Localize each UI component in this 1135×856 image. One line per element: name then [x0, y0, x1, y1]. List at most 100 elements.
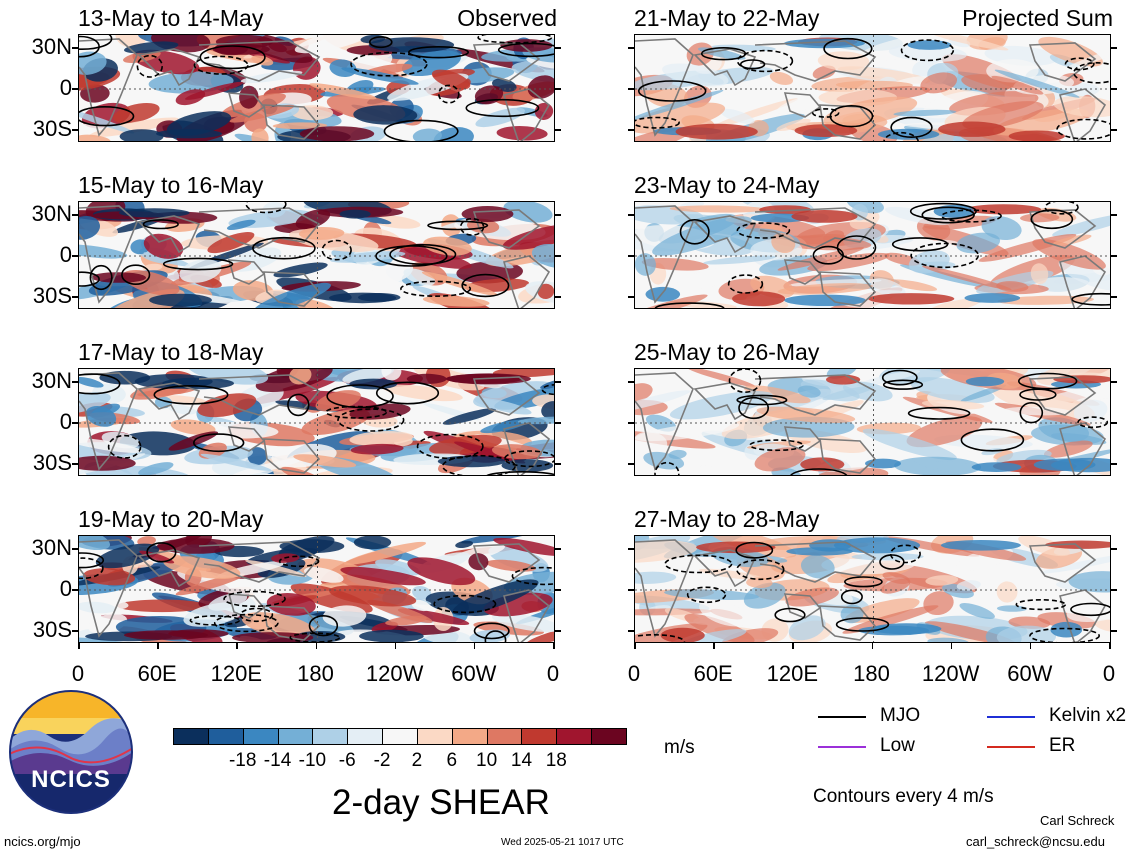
- colorbar-swatch-5: [347, 728, 384, 745]
- map-panel-0-0: [78, 34, 555, 142]
- y-tick-right-0-2-0: [555, 381, 561, 383]
- y-tick-right-0-2-2: [555, 463, 561, 465]
- legend-line-0: [818, 716, 866, 718]
- units-label: m/s: [664, 737, 695, 758]
- y-tick-label-0-0-0: 30N: [31, 34, 72, 59]
- footer-site: ncics.org/mjo: [4, 834, 81, 849]
- y-tick-right-0-0-0: [555, 47, 561, 49]
- legend-line-3: [987, 746, 1035, 748]
- y-tick-right-1-1-2: [1111, 296, 1117, 298]
- map-panel-1-1: [634, 201, 1111, 309]
- legend-label-0: MJO: [880, 705, 921, 726]
- map-panel-0-1: [78, 201, 555, 309]
- colorbar-label-3: -6: [338, 750, 356, 771]
- colorbar-label-2: -10: [298, 750, 327, 771]
- y-tick-1-0-2: [628, 129, 634, 131]
- x-tick-0-0: [78, 643, 80, 649]
- y-tick-1-3-2: [628, 630, 634, 632]
- y-tick-0-1-1: [72, 255, 78, 257]
- y-tick-0-0-0: [72, 47, 78, 49]
- panel-title-0-3: 19-May to 20-May: [78, 506, 264, 532]
- x-tick-label-0-3: 180: [297, 661, 334, 686]
- x-tick-0-3: [315, 643, 317, 649]
- colorbar-label-7: 10: [476, 750, 498, 771]
- y-tick-0-2-1: [72, 422, 78, 424]
- colorbar-swatch-11: [556, 728, 593, 745]
- panel-title-0-1: 15-May to 16-May: [78, 172, 264, 198]
- map-panel-1-0: [634, 34, 1111, 142]
- y-tick-0-1-0: [72, 214, 78, 216]
- y-tick-0-3-1: [72, 589, 78, 591]
- y-tick-right-1-3-2: [1111, 630, 1117, 632]
- y-tick-1-2-0: [628, 381, 634, 383]
- y-tick-1-2-1: [628, 422, 634, 424]
- colorbar-label-6: 6: [446, 750, 458, 771]
- legend-label-2: Low: [880, 735, 915, 756]
- x-tick-0-5: [473, 643, 476, 649]
- y-tick-right-1-0-1: [1111, 88, 1117, 90]
- x-tick-label-0-0: 0: [71, 661, 85, 686]
- y-tick-right-0-1-1: [555, 255, 561, 257]
- y-tick-label-0-0-1: 0: [59, 75, 72, 100]
- colorbar-label-0: -18: [228, 750, 257, 771]
- colorbar-label-1: -14: [263, 750, 292, 771]
- y-tick-right-1-2-1: [1111, 422, 1117, 424]
- y-tick-right-0-3-2: [555, 630, 561, 632]
- x-tick-label-1-0: 0: [627, 661, 641, 686]
- colorbar-swatch-3: [277, 728, 314, 745]
- legend-label-1: Kelvin x2: [1049, 705, 1127, 726]
- shear-field-1-1: [635, 202, 1110, 308]
- x-tick-0-2: [236, 643, 238, 649]
- colorbar-label-9: 18: [545, 750, 567, 771]
- logo-text: NCICS: [31, 766, 111, 793]
- colorbar-swatch-12: [591, 728, 627, 745]
- y-tick-right-0-0-1: [555, 88, 561, 90]
- panel-title-1-0: 21-May to 22-May: [634, 5, 820, 31]
- shear-field-1-2: [635, 369, 1110, 475]
- shear-field-0-2: [79, 369, 554, 475]
- y-tick-label-0-3-2: 30S: [32, 617, 72, 642]
- footer-email: carl_schreck@ncsu.edu: [966, 834, 1105, 849]
- x-tick-label-1-5: 60W: [1007, 661, 1053, 686]
- y-tick-label-0-1-1: 0: [59, 242, 72, 267]
- y-tick-1-1-1: [628, 255, 634, 257]
- shear-field-0-0: [79, 35, 554, 141]
- colorbar-swatch-10: [521, 728, 558, 745]
- x-tick-0-1: [157, 643, 159, 649]
- y-tick-0-1-2: [72, 296, 78, 298]
- x-tick-1-5: [1029, 643, 1032, 649]
- footer-timestamp: Wed 2025-05-21 1017 UTC: [501, 837, 624, 848]
- colorbar-swatch-1: [207, 728, 244, 745]
- x-tick-label-0-6: 0: [546, 661, 560, 686]
- x-tick-label-1-4: 120W: [921, 661, 980, 686]
- y-tick-right-1-1-1: [1111, 255, 1117, 257]
- x-tick-label-0-2: 120E: [210, 661, 263, 686]
- colorbar-label-4: -2: [373, 750, 391, 771]
- y-tick-0-0-2: [72, 129, 78, 131]
- x-tick-label-1-3: 180: [853, 661, 890, 686]
- colorbar-swatch-6: [382, 728, 418, 745]
- chart-title: 2-day SHEAR: [332, 783, 550, 822]
- y-tick-label-0-2-0: 30N: [31, 368, 72, 393]
- y-tick-label-0-3-0: 30N: [31, 535, 72, 560]
- column-tag-1: Projected Sum: [962, 5, 1113, 31]
- panel-title-0-0: 13-May to 14-May: [78, 5, 264, 31]
- y-tick-label-0-3-1: 0: [59, 576, 72, 601]
- colorbar-swatch-4: [312, 728, 349, 745]
- y-tick-0-0-1: [72, 88, 78, 90]
- shear-field-0-3: [79, 536, 554, 642]
- map-panel-0-2: [78, 368, 555, 476]
- panel-title-0-2: 17-May to 18-May: [78, 339, 264, 365]
- y-tick-0-2-2: [72, 463, 78, 465]
- y-tick-right-1-2-2: [1111, 463, 1117, 465]
- legend-line-1: [987, 716, 1035, 718]
- y-tick-right-1-3-0: [1111, 548, 1117, 550]
- x-tick-label-0-1: 60E: [137, 661, 177, 686]
- x-tick-label-0-4: 120W: [365, 661, 424, 686]
- y-tick-1-3-0: [628, 548, 634, 550]
- y-tick-label-0-0-2: 30S: [32, 116, 72, 141]
- colorbar-label-5: 2: [411, 750, 423, 771]
- y-tick-right-1-2-0: [1111, 381, 1117, 383]
- colorbar-swatch-2: [242, 728, 279, 745]
- y-tick-right-0-3-0: [555, 548, 561, 550]
